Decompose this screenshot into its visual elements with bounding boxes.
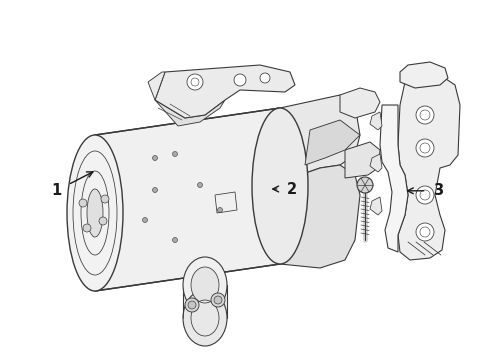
Circle shape	[218, 207, 222, 212]
Polygon shape	[95, 108, 280, 291]
Ellipse shape	[183, 290, 227, 346]
Circle shape	[172, 238, 177, 243]
Polygon shape	[155, 100, 225, 126]
Circle shape	[416, 186, 434, 204]
Polygon shape	[280, 165, 360, 268]
Polygon shape	[155, 65, 295, 118]
Polygon shape	[183, 285, 227, 318]
Circle shape	[152, 156, 157, 161]
Ellipse shape	[252, 108, 308, 264]
Polygon shape	[345, 142, 380, 178]
Text: 1: 1	[51, 172, 93, 198]
Polygon shape	[370, 112, 382, 130]
Circle shape	[211, 293, 225, 307]
Text: 2: 2	[273, 181, 296, 197]
Circle shape	[99, 217, 107, 225]
Circle shape	[152, 188, 157, 193]
Circle shape	[101, 195, 109, 203]
Polygon shape	[148, 72, 165, 100]
Polygon shape	[398, 75, 460, 260]
Ellipse shape	[67, 135, 123, 291]
Circle shape	[187, 74, 203, 90]
Ellipse shape	[183, 257, 227, 313]
Polygon shape	[370, 197, 382, 215]
Polygon shape	[280, 95, 360, 186]
Polygon shape	[380, 105, 408, 252]
Circle shape	[214, 296, 222, 304]
Circle shape	[172, 152, 177, 157]
Ellipse shape	[87, 189, 103, 237]
Circle shape	[83, 224, 91, 232]
Circle shape	[234, 74, 246, 86]
Polygon shape	[340, 88, 380, 118]
Circle shape	[197, 183, 202, 188]
Circle shape	[416, 139, 434, 157]
Circle shape	[260, 73, 270, 83]
Polygon shape	[370, 154, 382, 172]
Circle shape	[143, 217, 147, 222]
Circle shape	[188, 301, 196, 309]
Circle shape	[416, 223, 434, 241]
Polygon shape	[400, 62, 448, 88]
Circle shape	[79, 199, 87, 207]
Ellipse shape	[191, 267, 219, 303]
Circle shape	[357, 177, 373, 193]
Circle shape	[185, 298, 199, 312]
Circle shape	[416, 106, 434, 124]
Polygon shape	[305, 120, 360, 165]
Text: 3: 3	[408, 183, 443, 198]
